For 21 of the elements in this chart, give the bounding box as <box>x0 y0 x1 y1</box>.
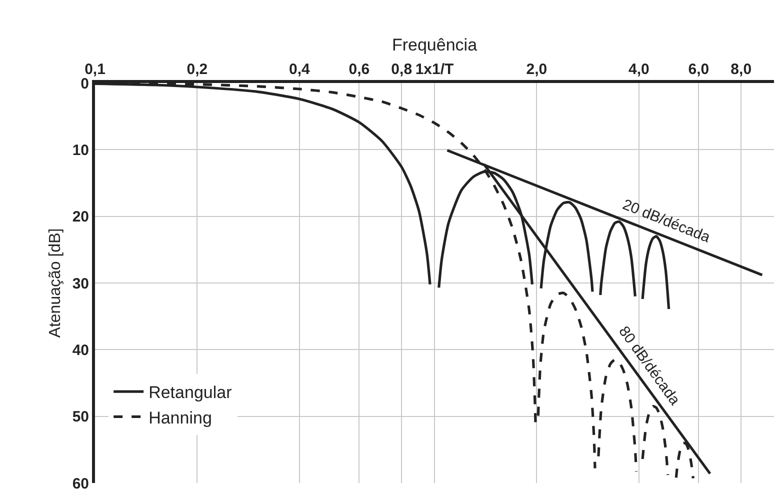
x-tick-label: 0,1 <box>84 61 106 78</box>
x-tick-label: 1x1/T <box>415 61 454 78</box>
x-tick-label: 6,0 <box>688 61 710 78</box>
y-tick-label: 0 <box>80 75 89 92</box>
x-tick-label: 0,6 <box>348 61 370 78</box>
y-tick-label: 20 <box>72 208 89 226</box>
x-tick-label: 8,0 <box>730 61 752 78</box>
y-tick-label: 60 <box>72 475 89 492</box>
legend-label: Retangular <box>148 383 232 402</box>
x-tick-label: 4,0 <box>628 61 650 78</box>
x-tick-label: 0,4 <box>288 61 310 78</box>
y-tick-label: 50 <box>72 408 89 426</box>
y-axis-title: Atenuação [dB] <box>47 228 64 338</box>
y-tick-label: 40 <box>72 342 89 359</box>
legend-label: Hanning <box>148 408 212 428</box>
x-axis-title: Frequência <box>392 36 478 55</box>
y-tick-label: 30 <box>72 275 89 292</box>
x-tick-label: 0,2 <box>186 61 208 78</box>
x-tick-label: 0,8 <box>391 61 412 78</box>
x-tick-label: 2,0 <box>526 61 548 78</box>
y-tick-label: 10 <box>72 142 89 159</box>
